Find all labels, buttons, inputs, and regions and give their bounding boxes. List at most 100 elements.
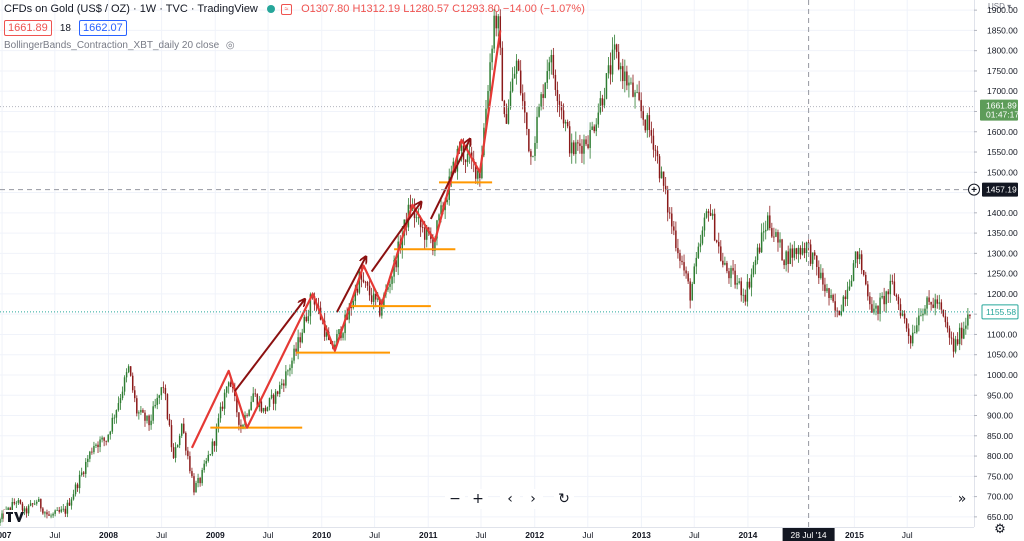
countdown-label: 01:47:17 [986,110,1019,120]
candle-down [871,304,873,313]
live-dot-icon [266,5,275,14]
eye-icon[interactable]: ◎ [225,40,235,51]
candle-up [611,49,614,75]
candle-up [628,82,630,86]
tradingview-logo-icon[interactable] [4,510,24,524]
candle-down [932,304,934,308]
price-tick-label: 1800.00 [987,46,1018,56]
candle-up [72,494,75,500]
candle-down [734,270,736,285]
candle-down [366,282,369,286]
candle-up [548,62,551,72]
reset-chart-button[interactable]: ↻ [554,489,574,509]
candle-down [893,281,896,295]
candle-down [844,296,847,300]
candle-down [675,230,677,248]
candle-down [654,149,657,151]
candle-down [521,93,524,102]
candle-up [938,302,941,304]
candle-down [254,393,256,395]
price-tick-label: 650.00 [987,512,1013,522]
candle-up [544,82,546,98]
candle-up [377,298,379,300]
indicator-legend[interactable]: BollingerBands_Contraction_XBT_daily 20 … [4,39,235,53]
candle-up [699,243,702,247]
time-tick-label: Jul [263,530,274,540]
candle-up [74,484,77,495]
candle-up [115,410,118,418]
candle-up [401,235,404,250]
candle-up [27,505,30,514]
candle-down [626,71,628,86]
candle-up [293,348,295,361]
sell-button[interactable]: 1661.89 [4,20,52,36]
candle-up [889,280,892,295]
candle-up [873,308,875,313]
scroll-left-button[interactable]: ‹ [500,489,520,509]
candle-up [89,451,91,459]
candle-up [764,229,767,232]
candle-up [80,472,83,475]
candle-down [869,296,871,305]
buy-button[interactable]: 1662.07 [79,20,127,36]
plus-circle-icon [968,183,980,196]
candle-down [748,281,751,288]
candle-up [746,281,749,302]
price-axis[interactable]: USD ▾ 650.00 700.00 750.00 800.00 850.00 900.0… [974,0,1024,541]
candle-up [954,339,957,352]
symbol-title[interactable]: CFDs on Gold (US$ / OZ) · 1W · TVC · Tra… [4,3,258,15]
candle-up [111,417,114,432]
time-tick-label: 2012 [525,530,544,540]
candle-down [238,412,240,425]
time-axis[interactable]: 2007 Jul 2008 Jul 2009 Jul 2010 Jul 2011 Jul 2012 J… [0,527,1024,541]
candle-up [223,392,226,409]
time-tick-label: 2007 [0,530,12,540]
trend-arrow [429,140,470,220]
candle-up [922,313,924,316]
candle-down [732,268,734,271]
candle-up [589,129,591,148]
candle-down [948,328,951,338]
candle-down [246,415,248,416]
candle-down [944,316,947,323]
candle-up [60,509,63,512]
trend-arrow [336,257,366,313]
candle-down [679,253,681,261]
candle-up [56,510,58,511]
candle-up [33,503,36,505]
time-tick-label: Jul [476,530,487,540]
candle-up [291,360,293,368]
candle-up [754,260,757,266]
flag-icon[interactable]: ≈ [281,3,293,15]
candle-down [172,447,175,458]
price-axis-background [974,0,1024,541]
candle-up [756,247,759,261]
candle-down [562,110,565,124]
candle-down [25,508,28,514]
candle-up [270,394,273,399]
scroll-to-realtime-button[interactable]: » [952,489,972,509]
candle-down [229,382,232,387]
indicator-name[interactable]: BollingerBands_Contraction_XBT_daily 20 … [4,40,220,51]
candle-up [446,199,448,203]
candle-down [517,60,520,71]
candle-down [560,104,563,111]
candle-up [62,508,65,510]
candle-up [109,431,112,435]
zoom-out-button[interactable]: − [445,489,465,509]
candle-up [493,15,495,49]
candle-up [195,482,197,493]
candle-up [78,474,81,489]
last-price-tag-label: 1155.58 [986,307,1016,317]
candle-up [711,213,714,216]
zoom-in-button[interactable]: + [468,489,488,509]
candle-down [891,280,894,282]
candle-down [260,401,263,412]
scroll-right-button[interactable]: › [523,489,543,509]
candle-up [595,124,597,132]
price-tick-label: 900.00 [987,411,1013,421]
gear-icon[interactable]: ⚙ [994,522,1006,537]
candle-up [489,62,491,91]
candle-down [773,236,775,238]
